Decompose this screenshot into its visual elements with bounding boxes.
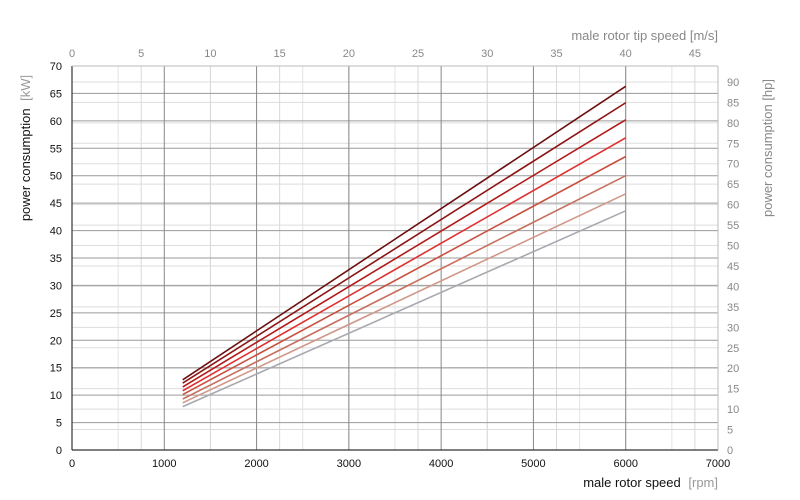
y-right-tick-label: 35 (727, 302, 739, 314)
y-left-axis-label: power consumption [kW] (18, 75, 33, 221)
y-left-tick-label: 35 (50, 253, 62, 265)
y-left-tick-label: 0 (56, 445, 62, 457)
series-line-5 (182, 155, 627, 396)
x-top-tick-label: 20 (343, 48, 355, 60)
series-line-2 (182, 102, 627, 384)
x-top-tick-label: 45 (689, 48, 701, 60)
x-bottom-tick-label: 7000 (706, 458, 730, 470)
x-bottom-tick-label: 0 (69, 458, 75, 470)
x-bottom-tick-label: 1000 (152, 458, 176, 470)
y-right-tick-label: 25 (727, 343, 739, 355)
y-right-tick-label: 55 (727, 220, 739, 232)
series-line-7 (182, 193, 627, 404)
y-right-tick-label: 60 (727, 200, 739, 212)
y-left-tick-label: 15 (50, 363, 62, 375)
y-right-tick-label: 10 (727, 404, 739, 416)
x-bottom-tick-label: 4000 (429, 458, 453, 470)
x-top-tick-label: 35 (550, 48, 562, 60)
y-left-tick-label: 20 (50, 335, 62, 347)
y-left-tick-label: 65 (50, 88, 62, 100)
x-top-tick-label: 0 (69, 48, 75, 60)
y-left-tick-label: 10 (50, 390, 62, 402)
y-right-tick-label: 50 (727, 241, 739, 253)
y-right-tick-label: 65 (727, 179, 739, 191)
x-bottom-tick-label: 3000 (337, 458, 361, 470)
y-right-tick-label: 80 (727, 118, 739, 130)
y-left-tick-label: 30 (50, 280, 62, 292)
series-line-4 (182, 137, 627, 392)
y-right-tick-label: 90 (727, 77, 739, 89)
x-bottom-tick-label: 6000 (613, 458, 637, 470)
x-bottom-axis-label-unit: [rpm] (688, 475, 718, 490)
x-top-tick-label: 5 (138, 48, 144, 60)
series-line-8 (182, 210, 627, 408)
y-left-tick-label: 55 (50, 143, 62, 155)
y-left-tick-label: 50 (50, 171, 62, 183)
grid (72, 65, 719, 450)
y-right-tick-label: 75 (727, 138, 739, 150)
x-top-tick-label: 25 (412, 48, 424, 60)
series-lines (182, 85, 627, 408)
y-left-tick-label: 70 (50, 61, 62, 73)
y-right-tick-label: 45 (727, 261, 739, 273)
y-right-tick-label: 0 (727, 445, 733, 457)
y-right-tick-label: 70 (727, 159, 739, 171)
x-top-tick-label: 30 (481, 48, 493, 60)
x-top-tick-label: 40 (620, 48, 632, 60)
y-left-axis-label-unit: [kW] (18, 75, 33, 101)
y-left-axis-label-main: power consumption (18, 108, 33, 221)
y-right-tick-label: 40 (727, 281, 739, 293)
y-left-tick-label: 45 (50, 198, 62, 210)
x-bottom-axis-label: male rotor speed [rpm] (583, 475, 718, 490)
x-bottom-tick-label: 5000 (521, 458, 545, 470)
series-line-3 (182, 119, 627, 388)
x-bottom-tick-label: 2000 (244, 458, 268, 470)
y-right-tick-label: 15 (727, 384, 739, 396)
y-right-tick-label: 85 (727, 97, 739, 109)
y-left-tick-label: 40 (50, 226, 62, 238)
x-top-axis-label: male rotor tip speed [m/s] (571, 28, 718, 43)
y-right-axis-label: power consumption [hp] (760, 79, 775, 217)
x-top-tick-label: 10 (204, 48, 216, 60)
y-left-tick-label: 25 (50, 308, 62, 320)
y-left-tick-label: 5 (56, 418, 62, 430)
y-left-tick-label: 60 (50, 116, 62, 128)
y-right-tick-label: 30 (727, 322, 739, 334)
y-right-tick-label: 5 (727, 425, 733, 437)
x-top-tick-label: 15 (274, 48, 286, 60)
series-line-6 (182, 174, 627, 400)
x-bottom-axis-label-main: male rotor speed (583, 475, 681, 490)
y-right-tick-label: 20 (727, 363, 739, 375)
series-line-1 (182, 85, 627, 381)
